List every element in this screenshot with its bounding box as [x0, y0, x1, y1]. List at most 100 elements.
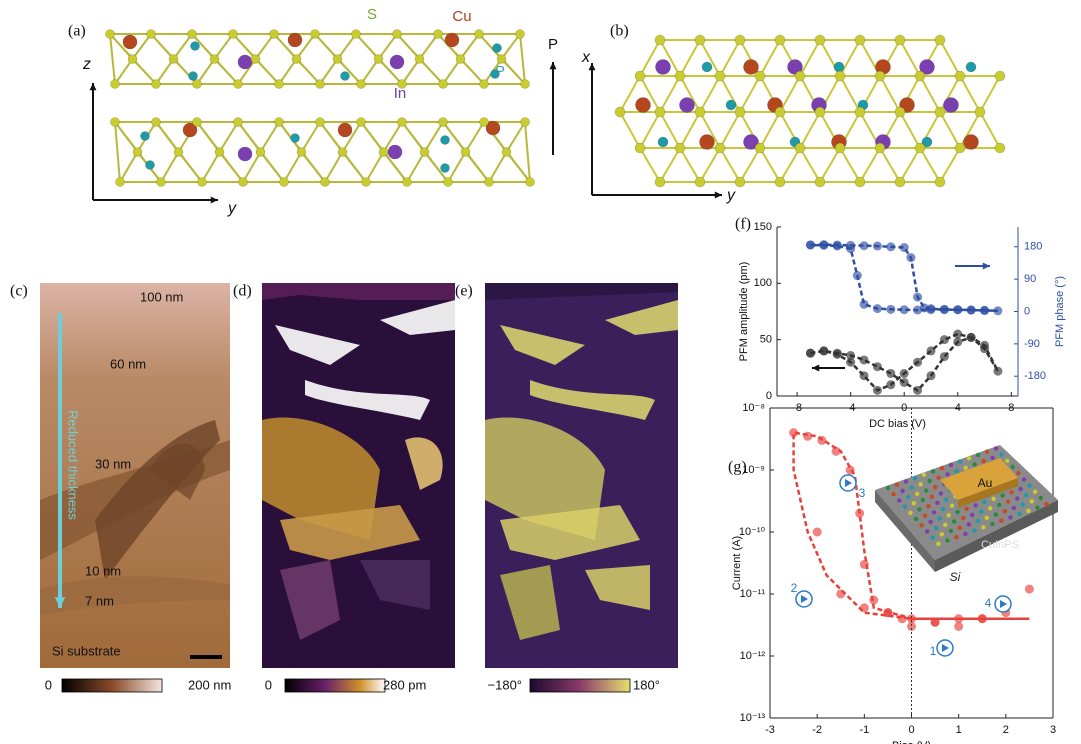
panel-label: (f)	[735, 216, 751, 233]
sulfur-atom	[935, 35, 945, 45]
data-point	[940, 305, 949, 314]
atom	[189, 72, 198, 81]
atom	[964, 135, 979, 150]
sulfur-atom	[855, 107, 865, 117]
y-tick-label: 150	[754, 221, 772, 233]
sulfur-atom	[275, 118, 284, 127]
inset-atom	[908, 511, 912, 515]
bond	[525, 122, 530, 182]
inset-atom	[955, 510, 959, 514]
bond	[760, 112, 780, 148]
sulfur-atom	[275, 80, 284, 89]
y2-axis-label: PFM phase (°)	[1054, 276, 1066, 347]
panel-label: (e)	[455, 283, 473, 300]
sulfur-atom	[398, 80, 407, 89]
bond	[680, 40, 700, 76]
panel-label: (b)	[610, 23, 629, 40]
bond	[840, 76, 860, 112]
sulfur-atom	[735, 107, 745, 117]
inset-atom	[900, 489, 904, 493]
bond	[448, 152, 466, 182]
axis-label: z	[82, 56, 91, 73]
sulfur-atom	[439, 80, 448, 89]
inset-atom	[934, 526, 938, 530]
sulfur-atom	[935, 107, 945, 117]
y-axis-label: PFM amplitude (pm)	[738, 262, 750, 362]
bond	[220, 122, 239, 152]
data-point	[940, 352, 949, 361]
inset-atom	[912, 501, 916, 505]
data-point	[913, 386, 922, 395]
data-point	[900, 305, 909, 314]
sulfur-atom	[695, 107, 705, 117]
atom	[441, 136, 450, 145]
colorbar-label: 200 nm	[188, 677, 231, 692]
sulfur-atom	[152, 118, 161, 127]
thickness-label: 100 nm	[140, 289, 183, 304]
sulfur-atom	[835, 143, 845, 153]
sulfur-atom	[895, 177, 905, 187]
axis-label: y	[726, 187, 736, 204]
atom	[966, 62, 976, 72]
y2-tick-label: -90	[1024, 338, 1040, 350]
sulfur-atom	[321, 178, 330, 187]
y2-tick-label: 90	[1024, 273, 1036, 285]
colorbar	[285, 679, 385, 692]
inset-atom	[997, 503, 1001, 507]
data-point	[953, 330, 962, 339]
bond	[720, 112, 740, 148]
colorbar-label: 0	[45, 677, 52, 692]
atom	[445, 33, 459, 47]
sulfur-atom	[795, 71, 805, 81]
inset-atom	[909, 485, 913, 489]
sulfur-atom	[210, 55, 219, 64]
sweep-number: 3	[859, 486, 866, 500]
atom	[656, 60, 671, 75]
colorbar-label: −180°	[488, 677, 522, 692]
y-tick-label: 10⁻⁸	[742, 402, 765, 414]
atom	[702, 62, 712, 72]
bond	[760, 148, 780, 182]
atom-label: Cu	[452, 8, 471, 25]
sulfur-atom	[835, 71, 845, 81]
y2-tick-label: 180	[1024, 241, 1042, 253]
atom	[288, 33, 302, 47]
sulfur-atom	[111, 80, 120, 89]
bond	[700, 76, 720, 112]
sulfur-atom	[338, 148, 347, 157]
colorbar-label: 280 pm	[383, 677, 426, 692]
thickness-label: 30 nm	[95, 456, 131, 471]
sulfur-atom	[234, 80, 243, 89]
sulfur-atom	[239, 178, 248, 187]
bond	[900, 112, 920, 148]
sulfur-atom	[655, 107, 665, 117]
bond	[920, 148, 940, 182]
atom-label: S	[367, 6, 377, 23]
bond	[425, 122, 444, 152]
inset-atom	[903, 504, 907, 508]
y-tick-label: 50	[760, 334, 772, 346]
inset-atom	[949, 463, 953, 467]
bond	[780, 76, 800, 112]
inset-atom	[981, 525, 985, 529]
data-point	[873, 304, 882, 313]
inset-atom	[930, 495, 934, 499]
inset-atom	[933, 485, 937, 489]
data-point	[1025, 585, 1034, 594]
bond	[800, 40, 820, 76]
data-point	[846, 358, 855, 367]
inset-atom	[1024, 493, 1028, 497]
data-point	[873, 242, 882, 251]
data-point	[873, 362, 882, 371]
arrow-head	[90, 83, 97, 90]
inset-atom	[932, 510, 936, 514]
inset-atom	[1012, 506, 1016, 510]
sulfur-atom	[374, 55, 383, 64]
bond	[720, 148, 740, 182]
bond	[800, 148, 820, 182]
inset-atom	[1005, 459, 1009, 463]
sulfur-atom	[775, 35, 785, 45]
inset-atom	[949, 529, 953, 533]
bond	[640, 148, 660, 182]
bond	[261, 122, 280, 152]
